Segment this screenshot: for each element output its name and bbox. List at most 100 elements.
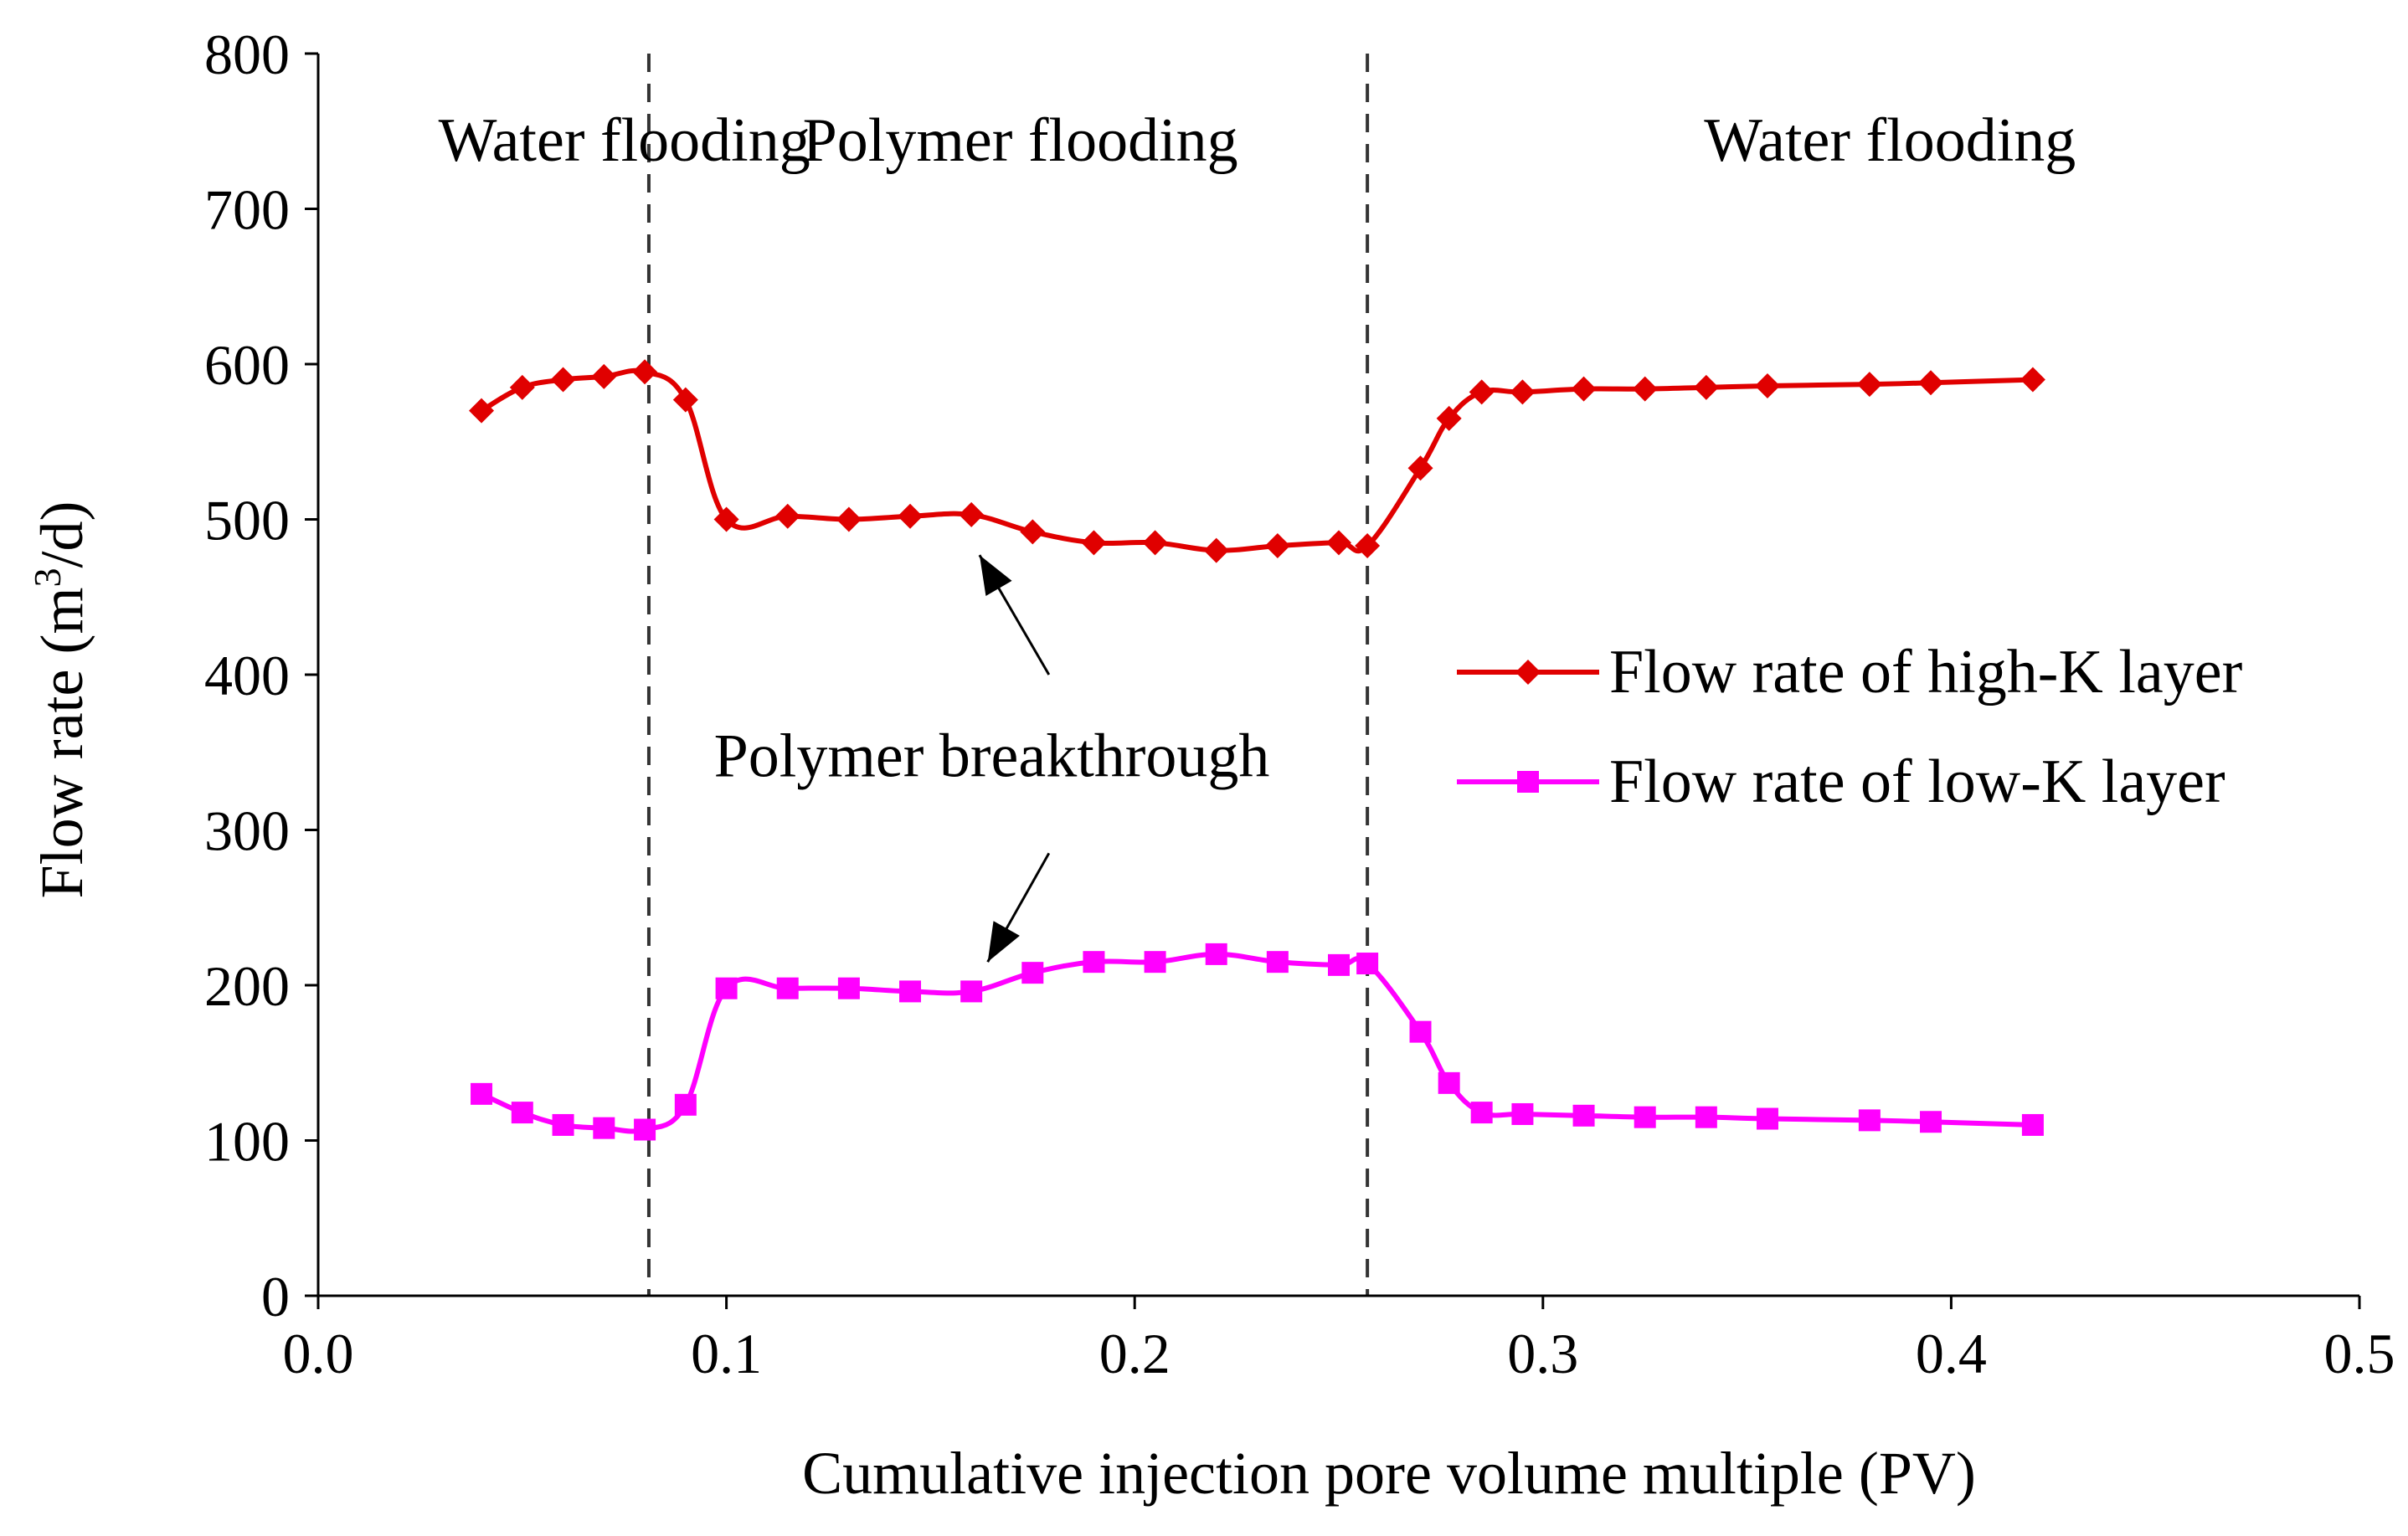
data-point [511, 1102, 533, 1124]
data-point [1020, 519, 1046, 545]
breakthrough-label: Polymer breakthrough [714, 722, 1270, 790]
data-point [1469, 379, 1495, 405]
data-point [1142, 530, 1168, 556]
data-point [1266, 951, 1289, 973]
data-point [1438, 1071, 1460, 1094]
data-point [1355, 533, 1381, 559]
legend-item: Flow rate of low-K layer [1457, 747, 2225, 816]
data-point [1858, 1109, 1881, 1132]
axes: 0 100 200 300 400 500 600 700 800 0.0 0.1 0.2 0.3 0.4… [204, 23, 2395, 1385]
data-point [837, 977, 860, 999]
x-axis-title: Cumulative injection pore volume multipl… [802, 1440, 1976, 1507]
data-point [469, 398, 495, 424]
series-line [480, 951, 2034, 1134]
series-low-k [471, 943, 2044, 1141]
data-point [1356, 953, 1379, 975]
data-point [776, 977, 799, 999]
x-tick-label: 0.2 [1099, 1322, 1171, 1385]
data-point [593, 1117, 615, 1139]
data-point [1572, 1104, 1595, 1127]
x-tick-label: 0.3 [1507, 1322, 1578, 1385]
data-point [1409, 1020, 1432, 1043]
x-tick-label: 0.0 [283, 1322, 354, 1385]
data-point [836, 506, 862, 532]
y-tick-label: 200 [204, 954, 290, 1018]
data-point [1918, 370, 1944, 396]
data-point [1571, 376, 1597, 402]
data-point [1407, 455, 1433, 481]
data-point [591, 363, 617, 389]
data-point [1203, 537, 1229, 563]
y-axis-title: Flow rate (m3/d) [26, 501, 95, 899]
data-point [1920, 1111, 1942, 1133]
data-point [1328, 953, 1350, 976]
y-axis-title-tail: /d) [28, 501, 95, 568]
data-point [1205, 943, 1227, 965]
data-point [898, 503, 924, 529]
y-tick-label: 800 [204, 23, 290, 86]
legend-label: Flow rate of high-K layer [1609, 638, 2242, 706]
x-tick-label: 0.1 [691, 1322, 762, 1385]
data-point [899, 980, 922, 1003]
legend-marker [1517, 771, 1539, 793]
y-tick-label: 500 [204, 489, 290, 552]
data-point [1695, 1106, 1717, 1128]
data-point [1083, 951, 1105, 973]
data-point [1326, 530, 1351, 556]
series-line [480, 367, 2034, 554]
data-point [1756, 1107, 1778, 1130]
data-point [1470, 1102, 1493, 1124]
data-point [1021, 962, 1044, 984]
phase-label: Water flooding [1704, 106, 2076, 175]
y-tick-label: 600 [204, 333, 290, 397]
annotation-arrow-head [987, 921, 1020, 963]
phase-label: Water flooding [439, 106, 810, 175]
series-layer [469, 359, 2045, 1141]
phase-label: Polymer flooding [803, 106, 1238, 175]
data-point [550, 367, 576, 393]
annotation-arrow-head [979, 555, 1012, 596]
legend-marker [1515, 660, 1541, 685]
data-point [471, 1082, 493, 1105]
data-point [960, 980, 983, 1003]
data-point [1632, 376, 1658, 402]
y-tick-label: 100 [204, 1110, 290, 1174]
data-point [509, 374, 535, 400]
y-tick-label: 700 [204, 178, 290, 242]
data-point [632, 359, 658, 385]
data-point [1144, 951, 1166, 973]
data-point [634, 1118, 656, 1141]
data-point [672, 387, 698, 413]
data-point [1511, 1102, 1534, 1125]
data-point [1856, 372, 1882, 398]
series-high-k [469, 359, 2045, 563]
legend-label: Flow rate of low-K layer [1609, 747, 2225, 816]
data-point [774, 503, 800, 529]
x-tick-label: 0.4 [1916, 1322, 1987, 1385]
data-point [715, 977, 738, 999]
data-point [1510, 379, 1536, 405]
legend-item: Flow rate of high-K layer [1457, 638, 2242, 706]
x-tick-label: 0.5 [2324, 1322, 2395, 1385]
annotation: Polymer breakthrough [714, 554, 1270, 963]
data-point [1264, 533, 1290, 559]
data-point [2020, 367, 2045, 393]
data-point [1634, 1106, 1656, 1128]
y-tick-label: 300 [204, 799, 290, 863]
data-point [959, 501, 985, 527]
legend: Flow rate of high-K layer Flow rate of lo… [1457, 638, 2242, 816]
data-point [713, 506, 739, 532]
data-point [1436, 405, 1462, 431]
y-tick-label: 0 [261, 1265, 290, 1328]
data-point [674, 1093, 697, 1116]
data-point [1754, 372, 1780, 398]
data-point [1693, 374, 1719, 400]
phase-boundaries [646, 54, 1370, 1296]
data-point [2021, 1113, 2044, 1136]
data-point [552, 1113, 574, 1136]
y-axis-title-main: Flow rate (m [28, 588, 95, 899]
y-axis-title-superscript: 3 [26, 568, 69, 588]
data-point [1081, 530, 1107, 556]
